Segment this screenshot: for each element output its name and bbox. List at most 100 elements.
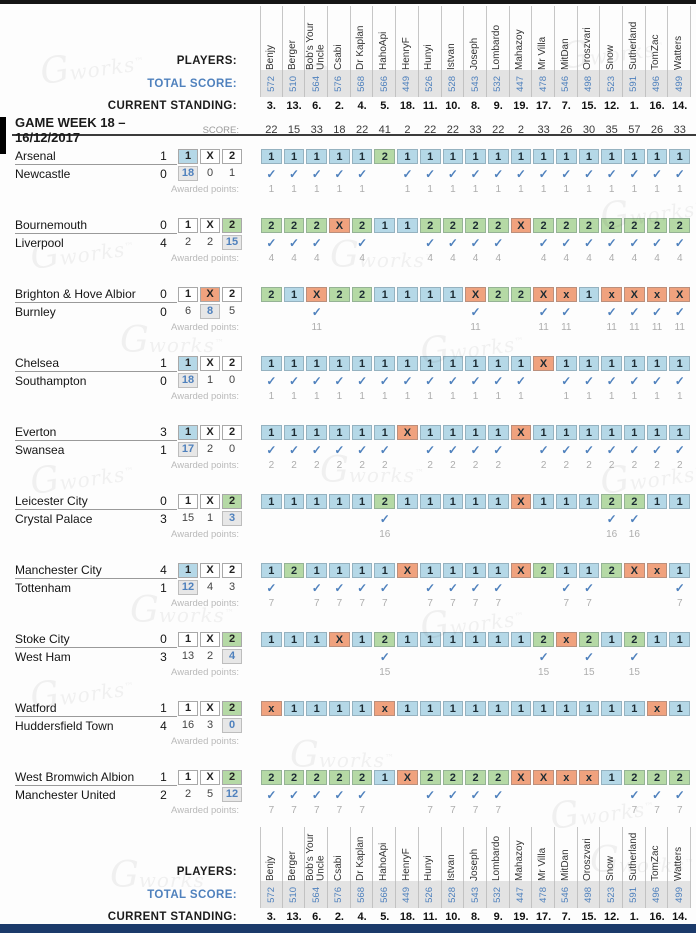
awarded-points-row: Awarded points: 7 7 7 7 7 7 7 7 7 7 7 7	[0, 803, 696, 818]
prediction-cell: X	[510, 563, 532, 578]
match-block: Bournemouth 0 1 X 2 2 2 2 X 2 1 1 2 2 2 2 X 2 2 2 2 2 2 2 Liverp…	[0, 217, 696, 266]
prediction-count-cell: 3	[222, 511, 242, 526]
match-row-home: Chelsea 1 1 X 2 1 1 1 1 1 1 1 1 1 1 1 1 X 1 1 1 1 1 1	[0, 355, 696, 372]
prediction-cell: 1	[578, 287, 600, 302]
prediction-cell: 1	[601, 770, 622, 785]
correct-check-icon: ✓	[606, 373, 617, 388]
player-name-col: TomZac	[646, 827, 669, 881]
left-edge-notch	[0, 117, 6, 154]
correct-check-icon: ✓	[470, 235, 481, 250]
awarded-points-value: 1	[608, 184, 615, 195]
outcome-header-cell: X	[200, 632, 220, 647]
prediction-cell: 1	[578, 356, 600, 371]
prediction-count-cell: 2	[206, 236, 214, 248]
awarded-points-value: 2	[450, 460, 456, 471]
prediction-count-cell: 17	[178, 442, 198, 457]
prediction-cell: X	[510, 770, 532, 785]
player-total-cell: 449	[396, 70, 419, 97]
away-team-score: 2	[160, 787, 167, 802]
correct-check-icon: ✓	[357, 787, 368, 802]
correct-check-icon: ✓	[334, 580, 345, 595]
player-standing: 18.	[399, 910, 416, 923]
outcome-header-cell: X	[200, 770, 220, 785]
player-name: Csabi	[332, 44, 344, 70]
awarded-points-value: 1	[495, 184, 501, 195]
player-name-col: Csabi	[328, 6, 351, 70]
prediction-cell: 2	[306, 770, 328, 785]
home-team-name: Stoke City	[15, 631, 150, 648]
prediction-cell: x	[578, 770, 600, 785]
prediction-cell: 1	[351, 356, 373, 371]
awarded-points-value: 1	[472, 391, 479, 402]
prediction-cell: 2	[601, 494, 622, 509]
correct-check-icon: ✓	[266, 787, 277, 802]
awarded-points-value: 1	[382, 391, 388, 402]
player-total-cell: 447	[509, 70, 533, 97]
prediction-cell: 1	[442, 494, 464, 509]
correct-check-icon: ✓	[357, 235, 368, 250]
player-total-cell: 526	[418, 70, 442, 97]
prediction-cell: 2	[465, 770, 486, 785]
prediction-cell: 1	[465, 149, 486, 164]
player-name-col: HahoApi	[373, 6, 397, 70]
outcome-header-cell: 2	[222, 770, 242, 785]
prediction-cell: 1	[533, 425, 554, 440]
player-name: Berger	[287, 39, 299, 70]
awarded-points-value: 1	[472, 184, 479, 195]
prediction-cell: 1	[624, 425, 645, 440]
correct-check-icon: ✓	[652, 235, 663, 250]
player-week-score: 22	[355, 124, 369, 136]
gameweek-title: GAME WEEK 18 – 16/12/2017	[15, 115, 126, 145]
players-row: PLAYERS: Benjy Berger Bob's Your Uncle Csabi…	[0, 827, 696, 881]
player-total-cell: 532	[486, 70, 510, 97]
prediction-cell: x	[646, 701, 668, 716]
player-week-score: 22	[492, 124, 505, 136]
awarded-points-value: 11	[470, 322, 481, 333]
player-total-cell: 572	[260, 70, 283, 97]
player-total-cell: 523	[600, 881, 623, 908]
prediction-cell: 1	[419, 701, 441, 716]
prediction-count-cell: 3	[228, 581, 236, 593]
player-name: HahoApi	[378, 842, 390, 881]
player-total-score: 572	[265, 886, 277, 903]
prediction-cell: 1	[510, 632, 532, 647]
prediction-cell: 1	[555, 356, 577, 371]
correct-check-icon: ✓	[334, 373, 345, 388]
prediction-cell: 1	[533, 701, 554, 716]
prediction-cell: 2	[261, 770, 282, 785]
outcome-header-cell: 1	[178, 218, 198, 233]
prediction-cell: 2	[533, 632, 554, 647]
awarded-points-value: 1	[404, 391, 411, 402]
prediction-cell: 2	[646, 218, 668, 233]
player-total-score: 498	[582, 886, 594, 903]
correct-check-icon: ✓	[357, 166, 368, 181]
correct-check-icon: ✓	[425, 235, 436, 250]
player-week-score: 22	[265, 124, 278, 136]
awarded-points-label: Awarded points:	[171, 391, 239, 402]
match-row-away: Burnley 0 6 8 5 ✓ ✓ ✓ ✓ ✓ ✓ ✓ ✓	[0, 303, 696, 320]
prediction-cell: 1	[442, 149, 464, 164]
prediction-cell: 1	[374, 356, 396, 371]
player-standing: 3.	[266, 99, 276, 112]
player-standing: 6.	[312, 99, 322, 112]
prediction-cell: 1	[261, 149, 282, 164]
player-name-col: Berger	[283, 827, 306, 881]
prediction-cell: X	[533, 770, 554, 785]
awarded-points-value: 4	[291, 253, 297, 264]
awarded-points-value: 1	[291, 391, 297, 402]
awarded-points-row: Awarded points: 1 1 1 1 1 1 1 1 1 1 1 1 1 1 1 1 1 1	[0, 389, 696, 404]
prediction-cell: 1	[329, 356, 350, 371]
correct-check-icon: ✓	[652, 373, 663, 388]
home-team-score: 0	[150, 286, 177, 303]
player-total-cell: 510	[282, 70, 306, 97]
player-name-col: Watters	[668, 827, 692, 881]
outcome-header-cell: 1	[178, 149, 198, 164]
correct-check-icon: ✓	[470, 304, 481, 319]
player-week-score: 33	[310, 124, 323, 136]
prediction-cell: 1	[487, 149, 509, 164]
awarded-points-value: 4	[540, 253, 547, 264]
player-name-col: Joseph	[464, 827, 487, 881]
prediction-cell: 1	[306, 701, 328, 716]
awarded-points-value: 1	[359, 391, 365, 402]
